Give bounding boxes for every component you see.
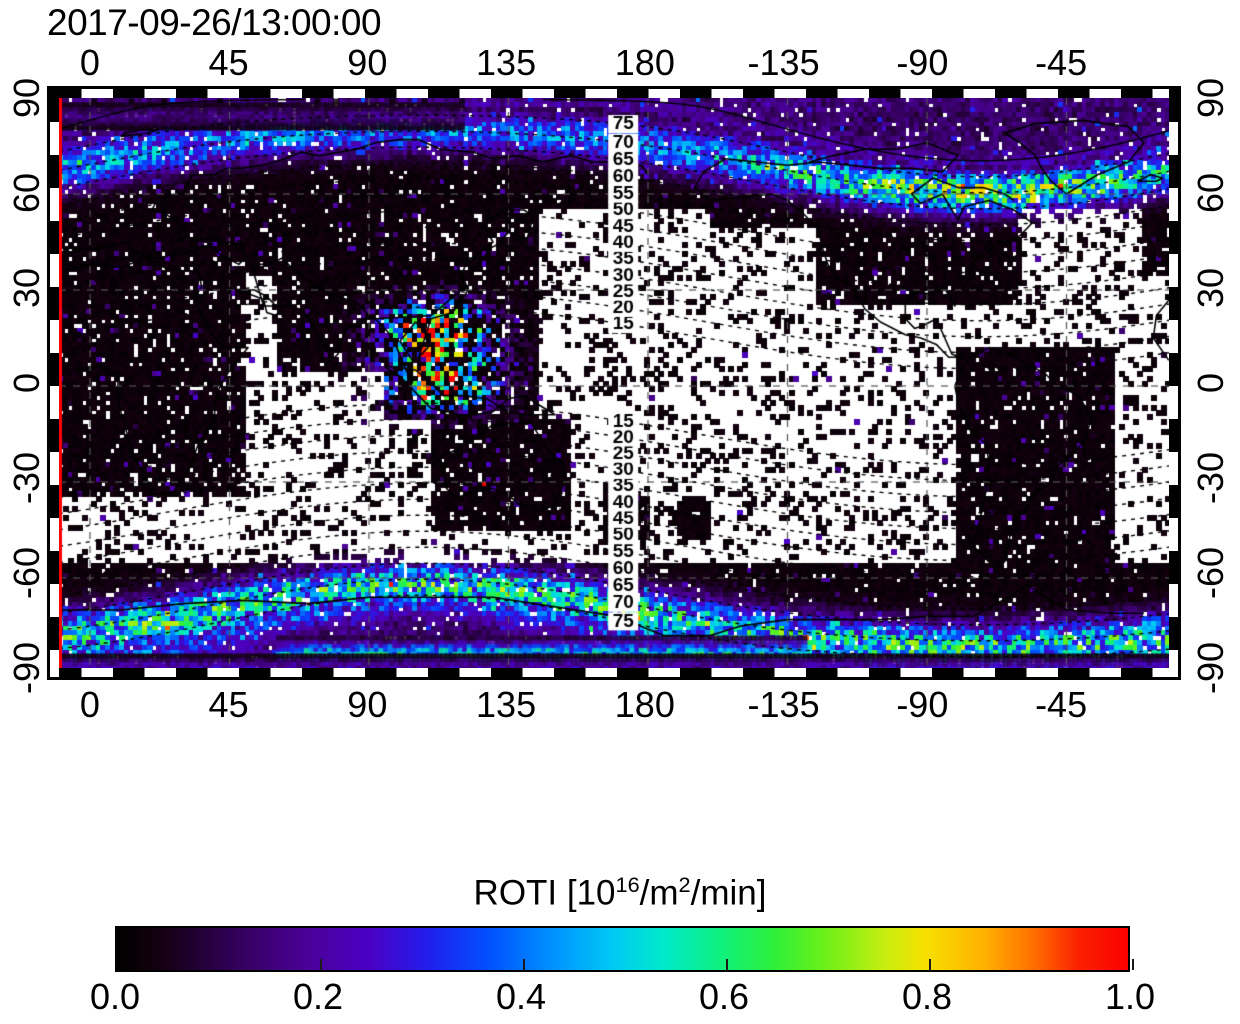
y-tick-label: 90 — [6, 77, 47, 119]
y-tick-label: 60 — [6, 172, 47, 214]
bottom-axis-tick-labels: 0 45 90 135 180 -135 -90 -45 — [0, 684, 1240, 725]
colorbar-tick-labels: 0.0 0.2 0.4 0.6 0.8 1.0 — [0, 976, 1240, 1024]
x-tick-label: 90 — [347, 684, 388, 725]
x-tick-label: 180 — [614, 684, 675, 725]
x-tick-label: 90 — [347, 42, 388, 83]
colorbar-tick-label: 0.0 — [89, 976, 141, 1017]
y-tick-label: -30 — [6, 451, 47, 505]
x-tick-label: -45 — [1035, 684, 1088, 725]
y-tick-label: 0 — [6, 372, 47, 394]
y-tick-label: 90 — [1190, 77, 1231, 119]
x-tick-label: -45 — [1035, 42, 1088, 83]
colorbar-tick-mark — [1132, 959, 1134, 970]
colorbar-title-tail2: /min] — [690, 873, 767, 913]
colorbar-gradient[interactable] — [115, 926, 1134, 972]
map-inner-area — [59, 98, 1169, 668]
colorbar-tick-label: 0.6 — [698, 976, 750, 1017]
x-tick-label: -135 — [747, 684, 820, 725]
x-tick-label: 0 — [79, 42, 100, 83]
x-tick-label: 45 — [208, 684, 249, 725]
frame-ruler-right — [1169, 89, 1178, 677]
colorbar-tick-label: 1.0 — [1104, 976, 1156, 1017]
y-tick-label: 0 — [1190, 372, 1231, 394]
colorbar-title-tail: /m — [639, 873, 679, 913]
colorbar-tick-mark — [929, 959, 931, 970]
x-tick-label: 135 — [476, 684, 537, 725]
colorbar-tick-mark — [726, 959, 728, 970]
x-tick-label: 180 — [614, 42, 675, 83]
x-tick-label: 135 — [476, 42, 537, 83]
y-tick-label: -60 — [6, 546, 47, 600]
map-plot-frame[interactable] — [47, 86, 1181, 680]
colorbar-tick-label: 0.2 — [292, 976, 344, 1017]
colorbar-title: ROTI [1016/m2/min] — [474, 872, 767, 914]
colorbar-tick-mark — [523, 959, 525, 970]
y-tick-label: 60 — [1190, 172, 1231, 214]
x-tick-label: 0 — [79, 684, 100, 725]
x-tick-label: -135 — [747, 42, 820, 83]
frame-ruler-top — [50, 89, 1178, 98]
y-tick-label: -30 — [1190, 451, 1231, 505]
y-tick-label: -90 — [6, 641, 47, 695]
top-axis-tick-labels: 0 45 90 135 180 -135 -90 -45 — [0, 42, 1240, 83]
frame-ruler-left — [50, 89, 59, 677]
colorbar-tick-mark — [320, 959, 322, 970]
y-tick-label: 30 — [6, 267, 47, 309]
colorbar-title-exponent2: 2 — [678, 872, 691, 897]
x-tick-label: -90 — [896, 42, 949, 83]
x-tick-label: 45 — [208, 42, 249, 83]
colorbar-tick-label: 0.4 — [495, 976, 547, 1017]
y-tick-label: -90 — [1190, 641, 1231, 695]
x-tick-label: -90 — [896, 684, 949, 725]
page-title: 2017-09-26/13:00:00 — [47, 2, 382, 43]
roti-global-heatmap — [59, 98, 1169, 668]
frame-ruler-bottom — [50, 668, 1178, 677]
colorbar-title-exponent: 16 — [615, 872, 640, 897]
colorbar-title-main: ROTI [10 — [473, 873, 616, 913]
y-tick-label: 30 — [1190, 267, 1231, 309]
colorbar-tick-label: 0.8 — [901, 976, 953, 1017]
y-tick-label: -60 — [1190, 546, 1231, 600]
